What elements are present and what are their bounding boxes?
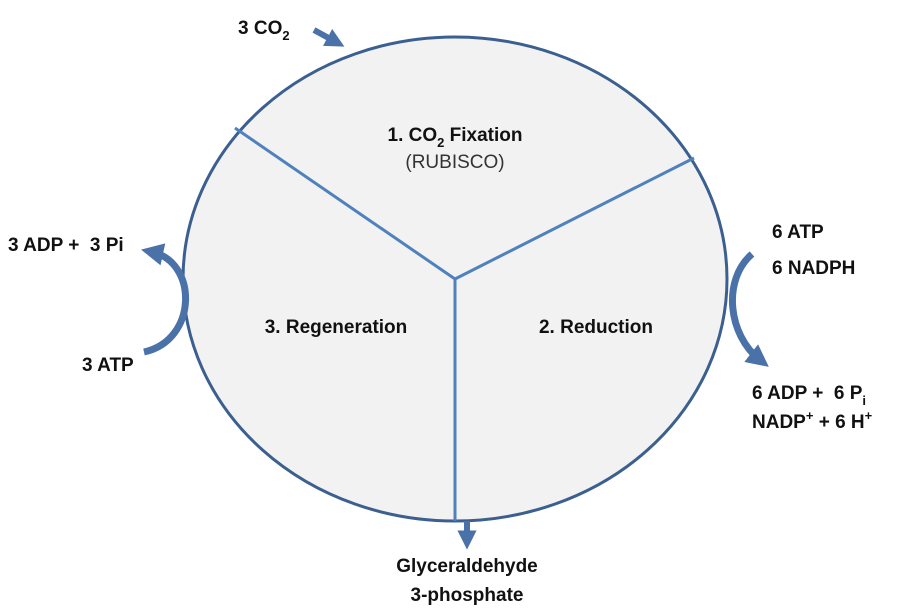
divider (454, 156, 695, 281)
reduction-output: NADP+ + 6 H+ (752, 408, 873, 433)
text-run: 6 NADPH (772, 258, 855, 279)
stage-label: 2. Reduction (539, 317, 653, 338)
product-label: 3-phosphate (411, 585, 524, 606)
text-run: 3-phosphate (411, 585, 524, 606)
enzyme-label: (RUBISCO) (405, 152, 504, 173)
text-run: NADP (752, 412, 806, 433)
reduction-arrow (729, 251, 769, 367)
reduction-input: 6 ATP (772, 222, 824, 243)
input-arrow (312, 27, 345, 47)
text-run: + 6 H (813, 412, 864, 433)
product-label: Glyceraldehyde (396, 556, 538, 577)
text-run: + (806, 408, 814, 423)
text-run: 6 ATP (772, 222, 824, 243)
regeneration-input: 3 ATP (82, 355, 134, 376)
text-run: 2 (437, 135, 444, 150)
stage-label: 3. Regeneration (265, 317, 408, 338)
text-run: 3 CO (238, 18, 282, 39)
text-run: 3. Regeneration (265, 317, 408, 338)
regeneration-arrow (141, 243, 189, 356)
text-run: + (865, 408, 873, 423)
text-run: 3 ATP (82, 355, 134, 376)
text-run: Glyceraldehyde (396, 556, 538, 577)
text-run: 2 (282, 28, 289, 43)
text-run: 2. Reduction (539, 317, 653, 338)
divider (234, 126, 456, 281)
reduction-input: 6 NADPH (772, 258, 855, 279)
reduction-output: 6 ADP + 6 Pi (752, 383, 866, 408)
text-run: 1. CO (388, 125, 438, 146)
text-run: 3 ADP + 3 Pi (8, 235, 124, 256)
text-run: i (862, 393, 866, 408)
stage-label: 1. CO2 Fixation (388, 125, 523, 150)
text-run: Fixation (444, 125, 522, 146)
text-run: 6 ADP + 6 P (752, 383, 863, 404)
regeneration-output: 3 ADP + 3 Pi (8, 235, 124, 256)
input-label: 3 CO2 (238, 18, 290, 43)
